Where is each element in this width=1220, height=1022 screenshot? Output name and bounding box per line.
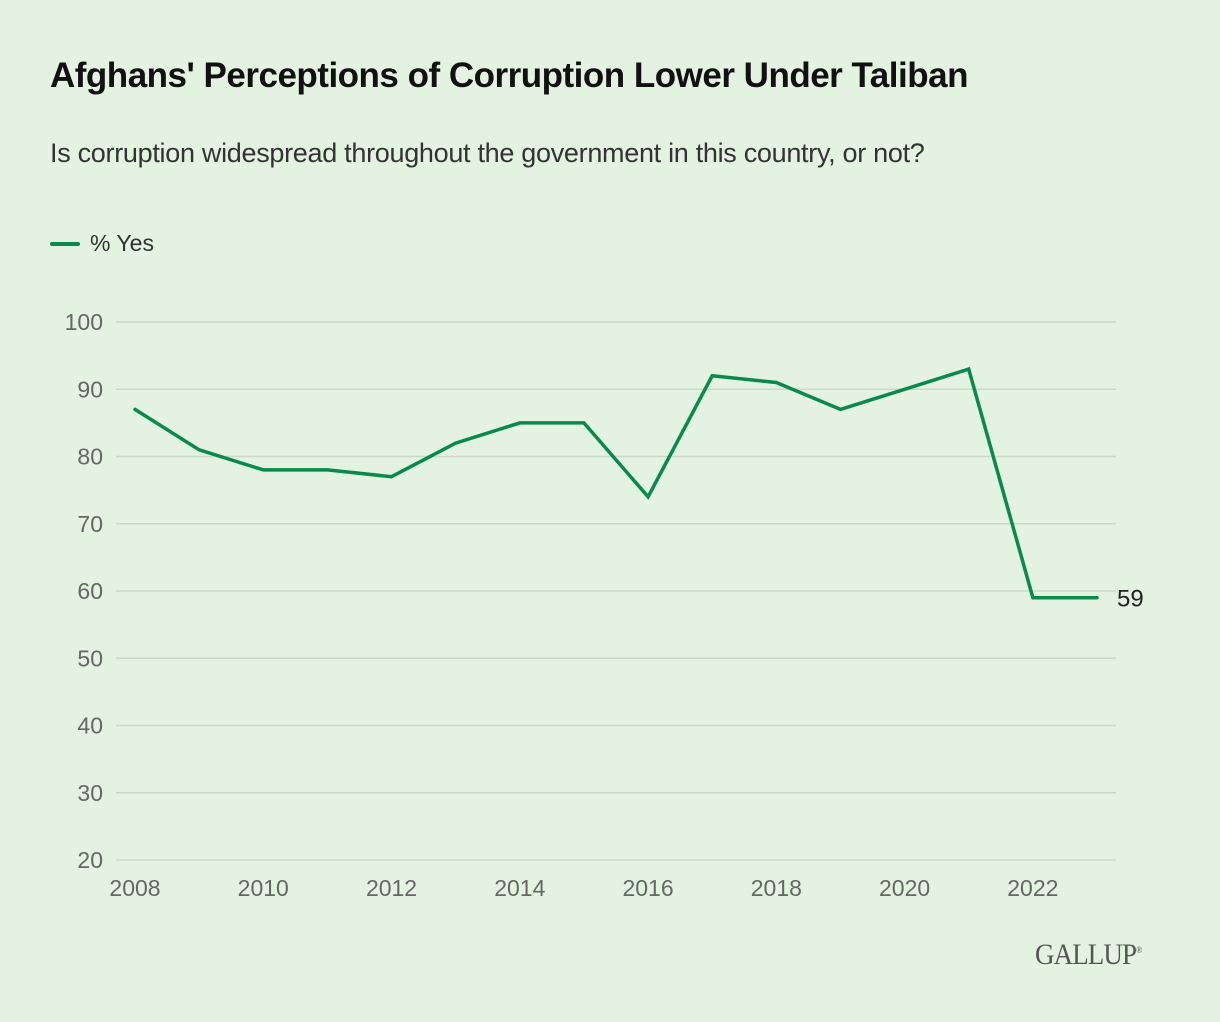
y-tick-label: 60 (77, 578, 103, 604)
y-tick-label: 80 (77, 444, 103, 470)
y-tick-label: 40 (77, 713, 103, 739)
x-tick-label: 2022 (1007, 875, 1058, 901)
chart-subtitle: Is corruption widespread throughout the … (50, 138, 925, 168)
x-axis-ticks: 2008 2010 2012 2014 2016 2018 2020 2022 (109, 875, 1058, 901)
x-tick-label: 2016 (622, 875, 673, 901)
gallup-logo: GALLUP® (1035, 938, 1142, 972)
logo-text: GALLUP (1035, 938, 1137, 971)
series-group (133, 366, 1099, 600)
x-tick-label: 2012 (366, 875, 417, 901)
y-tick-label: 20 (77, 847, 103, 873)
annotations: 59 (1117, 586, 1144, 613)
legend: % Yes (50, 230, 154, 257)
chart-title: Afghans' Perceptions of Corruption Lower… (50, 56, 968, 95)
end-value-label: 59 (1117, 586, 1144, 613)
series-line-yes (133, 366, 1099, 600)
x-tick-label: 2008 (109, 875, 160, 901)
x-tick-label: 2010 (238, 875, 289, 901)
gridlines (116, 321, 1116, 861)
registered-mark: ® (1136, 945, 1142, 955)
y-tick-label: 100 (65, 309, 103, 335)
x-tick-label: 2018 (751, 875, 802, 901)
legend-swatch (50, 241, 80, 246)
x-tick-label: 2020 (879, 875, 930, 901)
y-tick-label: 70 (77, 511, 103, 537)
y-tick-label: 30 (77, 780, 103, 806)
y-axis-ticks: 20 30 40 50 60 70 80 90 100 (65, 309, 103, 873)
y-tick-label: 90 (77, 376, 103, 402)
x-tick-label: 2014 (494, 875, 545, 901)
legend-label: % Yes (90, 230, 154, 256)
y-tick-label: 50 (77, 645, 103, 671)
